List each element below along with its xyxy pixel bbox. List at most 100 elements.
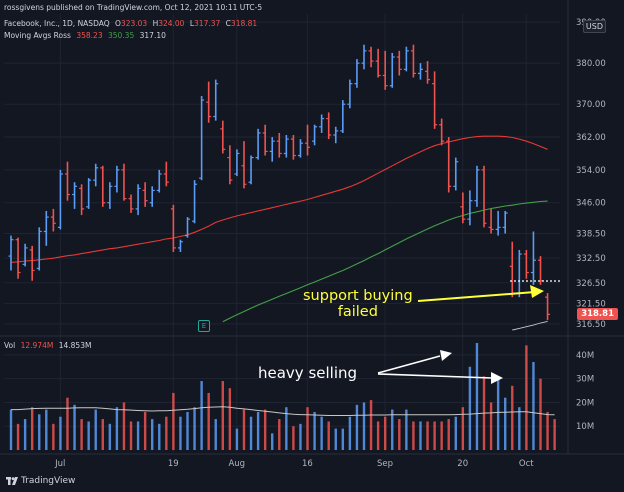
- date-tick-label: 20: [457, 459, 468, 469]
- ohlc-bar: [227, 145, 233, 185]
- volume-bar: [532, 362, 535, 450]
- grid-lines: [0, 0, 624, 455]
- ohlc-bar: [248, 155, 254, 185]
- ohlc-bar: [107, 182, 113, 209]
- volume-bar: [249, 416, 253, 450]
- heavy-selling-annotation: heavy selling: [258, 364, 358, 382]
- volume-bar: [299, 423, 302, 450]
- volume-bar: [511, 385, 514, 450]
- volume-bar: [391, 409, 394, 450]
- volume-ma-value: 14.853M: [58, 341, 92, 350]
- volume-tick-label: 20M: [576, 398, 594, 408]
- symbol-name: Facebook, Inc., 1D, NASDAQ: [4, 19, 110, 28]
- date-tick-label: 16: [302, 459, 313, 469]
- date-tick-label: Sep: [377, 459, 393, 469]
- ohlc-bar: [439, 118, 445, 146]
- ohlc-bar: [545, 293, 551, 321]
- volume-bar: [122, 402, 126, 450]
- ohlc-bar: [375, 48, 381, 78]
- date-tick-label: Oct: [519, 459, 534, 469]
- ohlc-bar: [100, 165, 106, 207]
- volume-bar: [525, 345, 528, 450]
- ohlc-bar: [206, 81, 212, 123]
- ohlc-bar: [368, 46, 374, 68]
- ohlc-bar: [502, 210, 508, 234]
- volume-bar: [278, 419, 281, 450]
- volume-bar: [143, 411, 147, 450]
- ohlc-bar: [516, 249, 522, 298]
- ohlc-bar: [241, 141, 247, 189]
- annotation-arrows: [377, 280, 560, 384]
- volume-bar: [320, 416, 323, 450]
- ohlc-bar: [283, 135, 289, 158]
- heavy-arrow-2-head: [491, 372, 503, 384]
- volume-bar: [419, 421, 422, 450]
- moving-average-line: [222, 200, 548, 323]
- support-annotation-line1: support buying: [303, 288, 413, 304]
- volume-legend: Vol 12.974M 14.853M: [4, 341, 94, 350]
- volume-value: 12.974M: [20, 341, 54, 350]
- ohlc-bar: [255, 128, 261, 160]
- volume-bar: [73, 404, 76, 450]
- ohlc-bar: [93, 163, 99, 187]
- ohlc-bar: [453, 157, 459, 191]
- ohlc-bar: [79, 184, 85, 216]
- ohlc-open: O323.03: [115, 19, 148, 28]
- heavy-arrow-1-shaft: [377, 355, 441, 374]
- ohlc-bar: [340, 100, 346, 133]
- earnings-marker[interactable]: E: [198, 320, 210, 332]
- last-price-badge: 318.81: [577, 308, 618, 320]
- ohlc-bar: [8, 235, 14, 271]
- publish-info: rossgivens published on TradingView.com,…: [4, 3, 265, 12]
- ohlc-bar: [312, 124, 318, 146]
- volume-tick-label: 10M: [576, 422, 594, 432]
- volume-bar: [369, 400, 373, 450]
- volume-bar: [313, 411, 316, 450]
- volume-bar: [426, 421, 429, 450]
- ohlc-bar: [142, 182, 148, 207]
- support-annotation-line2: failed: [337, 304, 378, 320]
- ohlc-bar: [86, 178, 92, 209]
- ohlc-bar: [417, 63, 423, 80]
- volume-bar: [108, 423, 112, 450]
- volume-bar: [228, 388, 232, 450]
- currency-button[interactable]: USD: [582, 20, 606, 33]
- volume-bar: [200, 381, 203, 450]
- volume-bar: [9, 409, 13, 450]
- ohlc-bar: [530, 231, 536, 285]
- ohlc-bar: [114, 165, 120, 193]
- volume-bar: [292, 426, 295, 450]
- volume-bar: [52, 423, 55, 450]
- ohlc-bar: [234, 149, 240, 177]
- volume-bar: [553, 419, 556, 450]
- heavy-arrow-2-shaft: [377, 373, 493, 379]
- volume-bar: [412, 421, 415, 450]
- volume-bar: [136, 421, 140, 450]
- ma-value-slow: 350.35: [107, 31, 135, 40]
- ohlc-bar: [361, 44, 367, 70]
- ohlc-bar: [467, 190, 473, 226]
- ohlc-bar: [192, 180, 198, 224]
- ohlc-bar: [128, 194, 134, 213]
- volume-bar: [468, 366, 472, 450]
- ohlc-bar: [495, 210, 501, 236]
- moving-average-line: [10, 135, 548, 263]
- publisher-text: rossgivens published on TradingView.com,…: [4, 3, 263, 12]
- ohlc-low: L317.37: [189, 19, 221, 28]
- volume-bar: [80, 419, 83, 450]
- volume-bar: [341, 428, 345, 450]
- price-tick-label: 316.50: [576, 320, 606, 330]
- tradingview-logo[interactable]: TradingView: [6, 476, 75, 486]
- volume-bar: [45, 409, 48, 450]
- ohlc-bar: [305, 124, 311, 156]
- axis-labels: 316.50 321.50 326.50 332.50 338.50 346.00 354.…: [54, 18, 606, 469]
- volume-bar: [129, 421, 133, 450]
- volume-bar: [271, 433, 274, 450]
- volume-bar: [489, 402, 493, 450]
- ohlc-bar: [432, 71, 438, 129]
- ohlc-bar: [135, 184, 141, 216]
- ohlc-bar: [488, 208, 494, 234]
- ohlc-bar: [170, 204, 176, 252]
- volume-bar: [23, 419, 27, 450]
- ohlc-bar: [269, 137, 275, 162]
